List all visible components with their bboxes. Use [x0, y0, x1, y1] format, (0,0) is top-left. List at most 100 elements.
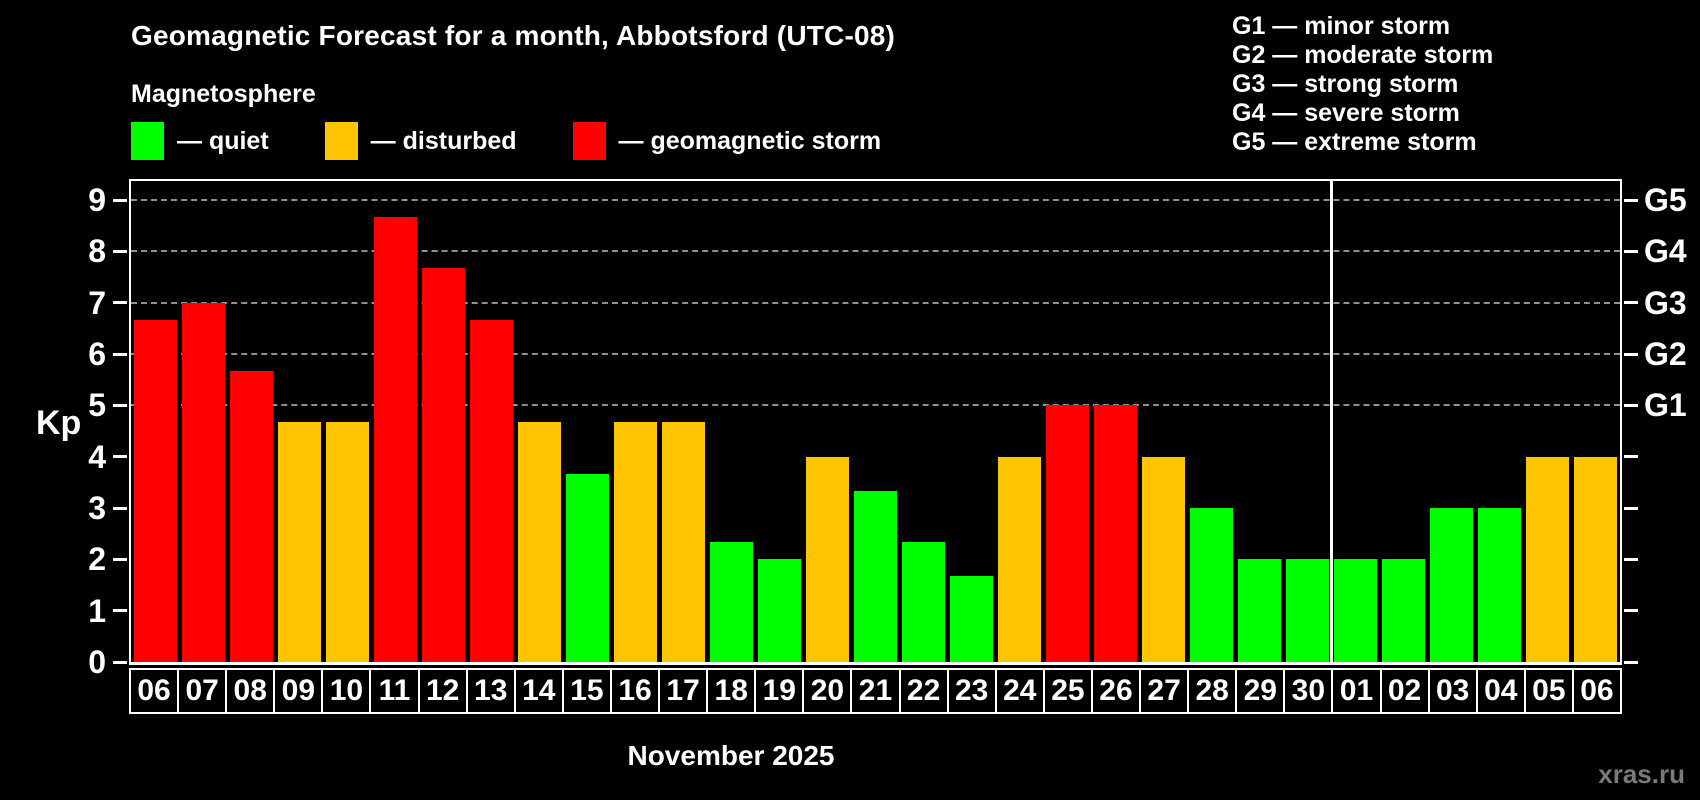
date-label: 05: [1525, 670, 1572, 712]
y-tick-label: 5: [88, 387, 106, 424]
legend-label-storm: — geomagnetic storm: [618, 126, 882, 155]
y-tick-label: 3: [88, 490, 106, 526]
date-label: 06: [131, 670, 178, 712]
chart-subtitle: Magnetosphere: [131, 80, 316, 108]
date-label: 19: [756, 670, 803, 712]
gridline-kp-5: [131, 404, 1620, 407]
gridline-kp-6: [131, 353, 1620, 355]
kp-bar: [613, 422, 657, 662]
legend-label-disturbed: — disturbed: [370, 126, 517, 155]
g-legend-line: G3 — strong storm: [1232, 70, 1459, 98]
y-axis-tick: [113, 506, 127, 510]
y-tick-label: 0: [88, 644, 106, 680]
kp-bar: [1190, 508, 1234, 662]
month-separator-line: [1330, 181, 1334, 662]
g-legend-line: G1 — minor storm: [1232, 12, 1451, 40]
date-label: 18: [708, 670, 755, 712]
g-legend-line: G5 — extreme storm: [1232, 128, 1477, 156]
legend-item-storm: — geomagnetic storm: [572, 122, 882, 160]
kp-bar: [1094, 405, 1138, 662]
date-label: 08: [227, 670, 274, 712]
gridline-kp-9: [131, 199, 1620, 201]
y-axis-tick: [113, 609, 127, 613]
g-scale-label: G1: [1644, 387, 1687, 424]
date-label: 15: [563, 670, 610, 712]
date-label: 02: [1381, 670, 1428, 712]
kp-bar: [133, 319, 177, 662]
kp-bar: [950, 576, 994, 662]
kp-bar: [277, 422, 321, 662]
kp-bar: [1478, 508, 1522, 662]
y-axis-tick: [113, 455, 127, 459]
date-label: 20: [804, 670, 851, 712]
chart-title: Geomagnetic Forecast for a month, Abbots…: [131, 20, 896, 51]
gridline-kp-7: [131, 301, 1620, 304]
date-label: 17: [660, 670, 707, 712]
kp-bar: [1526, 456, 1570, 662]
g-scale-label: G5: [1644, 182, 1687, 218]
g-scale-legend: G1 — minor storm G2 — moderate storm G3 — …: [1232, 12, 1493, 157]
date-label: 12: [419, 670, 466, 712]
gridline-kp-8: [131, 250, 1620, 253]
date-label: 07: [179, 670, 226, 712]
date-label: 10: [323, 670, 370, 712]
kp-bar: [325, 422, 369, 662]
kp-bar: [1382, 559, 1426, 662]
right-axis-tick: [1624, 352, 1638, 356]
legend-swatch-disturbed-icon: [324, 122, 358, 160]
y-tick-label: 1: [88, 592, 106, 629]
kp-bar: [998, 456, 1042, 662]
kp-bar: [1574, 456, 1618, 662]
kp-bar: [469, 319, 513, 662]
kp-bar: [661, 422, 705, 662]
kp-bar: [565, 473, 609, 662]
kp-bar: [229, 370, 273, 662]
kp-bar: [181, 302, 225, 662]
y-tick-label: 2: [88, 541, 106, 578]
y-tick-label: 9: [88, 182, 106, 218]
right-axis-tick: [1624, 557, 1638, 561]
y-axis-title: Kp: [36, 404, 82, 442]
right-axis-tick: [1624, 455, 1638, 459]
date-label: 14: [515, 670, 562, 712]
legend-item-disturbed: — disturbed: [324, 122, 517, 160]
legend-swatch-storm-icon: [572, 122, 606, 160]
kp-bar: [1430, 508, 1474, 662]
right-axis-tick: [1624, 301, 1638, 305]
kp-bar: [853, 491, 897, 662]
y-tick-label: 6: [88, 336, 106, 372]
date-label: 27: [1141, 670, 1188, 712]
right-axis-tick: [1624, 609, 1638, 613]
g-scale-label: G4: [1644, 233, 1687, 270]
g-scale-label: G3: [1644, 284, 1687, 321]
kp-bar: [1286, 559, 1330, 662]
y-axis-tick: [113, 403, 127, 407]
y-tick-label: 4: [88, 438, 106, 475]
y-axis-tick: [113, 557, 127, 561]
y-axis-tick: [113, 301, 127, 305]
y-tick-label: 7: [88, 284, 106, 321]
legend-item-quiet: — quiet: [131, 122, 269, 160]
right-axis-tick: [1624, 249, 1638, 253]
y-axis-tick: [113, 249, 127, 253]
right-axis-tick: [1624, 506, 1638, 510]
date-label: 13: [467, 670, 514, 712]
month-label: November 2025: [627, 740, 835, 771]
date-label: 04: [1477, 670, 1524, 712]
date-label: 26: [1092, 670, 1140, 712]
legend-swatch-quiet-icon: [131, 122, 164, 160]
date-label: 30: [1285, 670, 1332, 712]
y-axis-tick: [113, 198, 127, 202]
kp-bar: [757, 559, 801, 662]
date-label: 11: [371, 670, 418, 712]
date-label: 06: [1573, 670, 1620, 712]
date-label: 21: [852, 670, 899, 712]
y-axis-tick: [113, 660, 127, 664]
date-label: 25: [1044, 670, 1091, 712]
kp-bar: [373, 216, 417, 662]
kp-bar: [805, 456, 849, 662]
legend-label-quiet: — quiet: [177, 126, 269, 155]
date-label: 29: [1237, 670, 1284, 712]
right-axis-tick: [1624, 660, 1638, 664]
right-axis-tick: [1624, 198, 1638, 202]
